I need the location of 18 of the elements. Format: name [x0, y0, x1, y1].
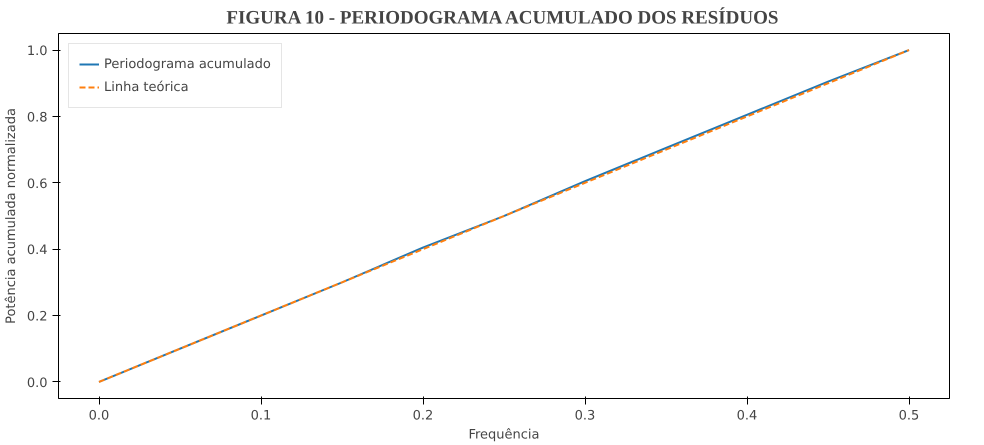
line-series	[98, 49, 910, 383]
x-tick-label: 0.4	[736, 408, 758, 424]
x-tick-label: 0.2	[412, 408, 434, 424]
y-axis-title: Potência acumulada normalizada	[4, 108, 19, 324]
y-tick-label: 0.8	[26, 110, 48, 126]
text: 0.0	[88, 408, 110, 424]
y-tick-label: 0.6	[26, 176, 48, 192]
y-tick-label: 0.2	[26, 310, 48, 325]
legend-label: Periodograma acumulado	[104, 56, 271, 72]
x-tick-label: 0.1	[250, 408, 272, 424]
y-tick-label: 0.0	[26, 376, 48, 391]
x-tick-label: 0.5	[898, 408, 920, 424]
y-tick-label: 0.4	[26, 243, 48, 258]
y-tick-label: 1.0	[26, 44, 48, 60]
x-tick-label: 0.3	[574, 408, 596, 424]
chart-title: FIGURA 10 - PERIODOGRAMA ACUMULADO DOS RESÍDUOS	[226, 6, 778, 28]
x-axis-title: Frequência	[468, 428, 540, 442]
legend-label: Linha teórica	[104, 80, 189, 94]
